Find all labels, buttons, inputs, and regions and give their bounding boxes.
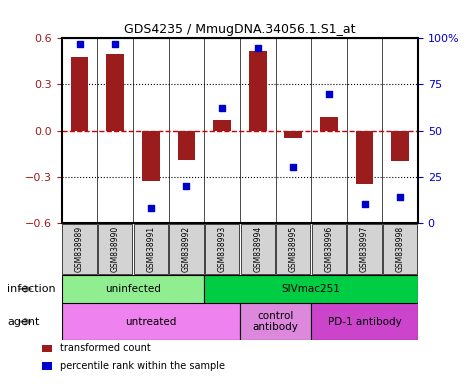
- Bar: [276, 224, 310, 273]
- Text: GSM838991: GSM838991: [146, 225, 155, 272]
- Text: SIVmac251: SIVmac251: [282, 284, 341, 294]
- Bar: [106, 54, 124, 131]
- Text: untreated: untreated: [125, 316, 177, 327]
- Text: GSM838989: GSM838989: [75, 225, 84, 272]
- Point: [76, 41, 84, 47]
- Point: [218, 105, 226, 111]
- Bar: [249, 51, 266, 131]
- Point: [325, 91, 332, 97]
- Point: [182, 183, 190, 189]
- Point: [147, 205, 155, 211]
- Point: [254, 45, 261, 51]
- Text: infection: infection: [7, 284, 56, 294]
- Title: GDS4235 / MmugDNA.34056.1.S1_at: GDS4235 / MmugDNA.34056.1.S1_at: [124, 23, 356, 36]
- Bar: [205, 224, 239, 273]
- Bar: [134, 224, 168, 273]
- Text: PD-1 antibody: PD-1 antibody: [328, 316, 401, 327]
- Text: GSM838996: GSM838996: [324, 225, 333, 272]
- Bar: [356, 131, 373, 184]
- Bar: [42, 344, 52, 352]
- Bar: [285, 131, 302, 138]
- Bar: [383, 224, 418, 273]
- Bar: [240, 224, 275, 273]
- Bar: [204, 275, 418, 303]
- Bar: [240, 303, 311, 340]
- Text: GSM838995: GSM838995: [289, 225, 298, 272]
- Bar: [62, 303, 240, 340]
- Text: GSM838992: GSM838992: [182, 225, 191, 272]
- Point: [111, 41, 119, 47]
- Bar: [311, 303, 418, 340]
- Bar: [320, 117, 338, 131]
- Text: control
antibody: control antibody: [253, 311, 298, 333]
- Text: GSM838998: GSM838998: [396, 225, 405, 272]
- Point: [289, 164, 297, 170]
- Text: percentile rank within the sample: percentile rank within the sample: [60, 361, 225, 371]
- Bar: [169, 224, 203, 273]
- Bar: [71, 57, 88, 131]
- Bar: [347, 224, 382, 273]
- Point: [361, 201, 369, 207]
- Bar: [213, 120, 231, 131]
- Text: agent: agent: [7, 316, 39, 327]
- Point: [396, 194, 404, 200]
- Text: GSM838994: GSM838994: [253, 225, 262, 272]
- Bar: [391, 131, 409, 161]
- Bar: [142, 131, 160, 181]
- Text: GSM838997: GSM838997: [360, 225, 369, 272]
- Text: transformed count: transformed count: [60, 343, 151, 353]
- Bar: [98, 224, 132, 273]
- Text: GSM838990: GSM838990: [111, 225, 120, 272]
- Text: uninfected: uninfected: [105, 284, 161, 294]
- Text: GSM838993: GSM838993: [218, 225, 227, 272]
- Bar: [62, 275, 204, 303]
- Bar: [178, 131, 195, 160]
- Bar: [63, 224, 97, 273]
- Bar: [42, 362, 52, 370]
- Bar: [312, 224, 346, 273]
